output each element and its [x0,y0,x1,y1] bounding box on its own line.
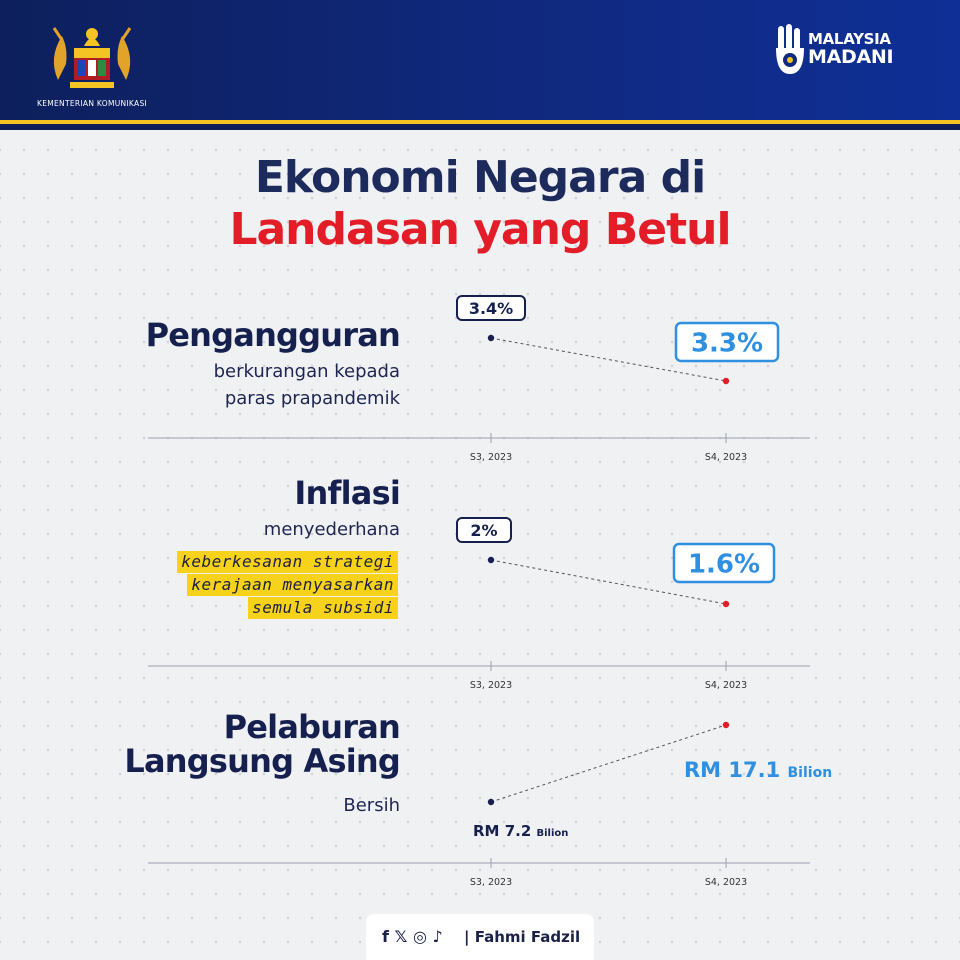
chart-2-data-label-1: 2% [470,521,497,540]
chart-1-tick-label-1: S3, 2023 [470,452,512,463]
madani-wordmark: MALAYSIA MADANI [808,30,894,68]
chart-1-label-box-1 [456,295,526,321]
section-subtitle-fdi: Bersih [343,795,400,816]
section-title-fdi: Pelaburan Langsung Asing [124,708,400,780]
chart-2-tick-label-2: S4, 2023 [705,680,747,691]
malaysia-madani-logo: MALAYSIA MADANI [774,24,924,78]
chart-1-point-2 [722,377,730,385]
chart-3-series-line [490,724,727,803]
section-title-inflasi: Inflasi [294,474,400,512]
chart-3-point-2 [722,721,730,729]
madani-hand-icon [776,24,804,74]
chart-2-data-label-2: 1.6% [688,549,760,579]
chart-1-series-line [490,337,727,382]
chart-3-point-1 [487,798,495,806]
chart-2-label-box-1 [456,517,512,543]
chart-3-tick-label-1: S3, 2023 [470,877,512,888]
chart-2-series-line [490,559,727,605]
chart-3-data-label-1: RM 7.2 Bilion [473,822,568,840]
chart-1-data-label-2: 3.3% [691,328,763,358]
header-bar: KEMENTERIAN KOMUNIKASI MALAYSIA MADANI [0,0,960,126]
chart-2-point-1 [487,556,495,564]
chart-2-point-2 [722,600,730,608]
chart-1-point-1 [487,334,495,342]
highlight-note: keberkesanan strategi kerajaan menyasark… [98,551,398,620]
chart-1-data-label-1: 3.4% [469,299,513,318]
chart-3-data-label-2: RM 17.1 Bilion [684,758,832,782]
dotted-background [0,130,960,960]
title-line-1: Ekonomi Negara di [254,152,706,203]
chart-2-label-box-2 [672,542,776,584]
chart-1-label-box-2 [674,321,780,363]
header-stripe [0,120,960,130]
coat-of-arms-logo [52,27,132,88]
title-line-2: Landasan yang Betul [229,204,731,255]
footer-credit: f 𝕏 ◎ ♪ | Fahmi Fadzil [366,914,594,960]
social-icons: f 𝕏 ◎ ♪ [382,927,443,946]
chart-3-tick-label-2: S4, 2023 [705,877,747,888]
chart-1-tick-label-2: S4, 2023 [705,452,747,463]
section-subtitle-pengangguran: berkurangan kepada paras prapandemik [213,361,400,409]
page-title: Ekonomi Negara di Landasan yang Betul [0,152,960,256]
ministry-label: KEMENTERIAN KOMUNIKASI [36,99,148,108]
chart-2-tick-label-1: S3, 2023 [470,680,512,691]
section-title-pengangguran: Pengangguran [145,316,401,354]
section-subtitle-inflasi: menyederhana [263,519,400,540]
author-name: | Fahmi Fadzil [464,928,581,946]
